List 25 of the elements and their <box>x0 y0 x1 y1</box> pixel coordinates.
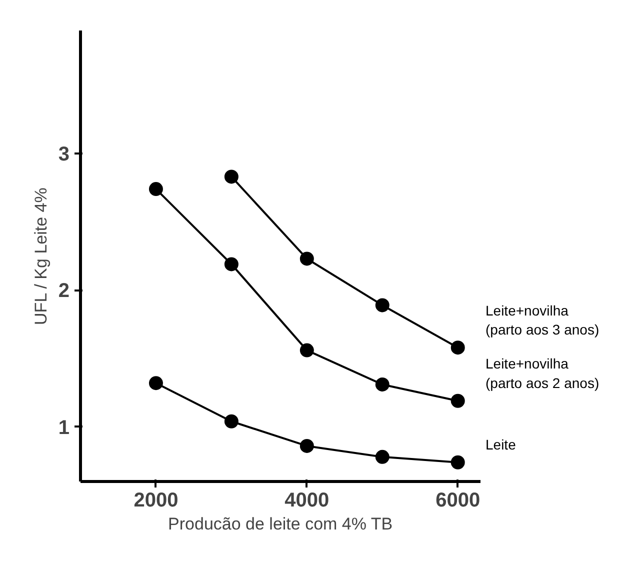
series-label: Leite+novilha (parto aos 2 anos) <box>486 356 600 391</box>
point <box>224 170 238 184</box>
y-tick-label: 3 <box>58 144 70 166</box>
point <box>450 455 465 470</box>
x-tick-label: 2000 <box>134 490 178 512</box>
y-axis-title: UFL / Kg Leite 4% <box>31 188 50 325</box>
x-tick-label: 6000 <box>436 490 480 512</box>
point <box>148 376 163 390</box>
y-tick-label: 1 <box>58 416 70 439</box>
x-axis-title: Producão de leite com 4% TB <box>168 514 393 534</box>
point <box>300 252 314 266</box>
x-tick-label: 4000 <box>284 490 330 512</box>
point <box>300 438 314 453</box>
point <box>224 414 238 428</box>
point <box>450 340 465 355</box>
point <box>375 450 390 464</box>
series-label: Leite+novilha (parto aos 3 anos) <box>486 302 600 338</box>
series-label: Leite <box>486 436 516 452</box>
point <box>148 182 163 196</box>
point <box>375 377 390 392</box>
point <box>300 343 314 358</box>
point <box>375 298 390 312</box>
point <box>450 394 465 408</box>
y-tick-label: 2 <box>58 280 70 302</box>
point <box>224 257 238 272</box>
